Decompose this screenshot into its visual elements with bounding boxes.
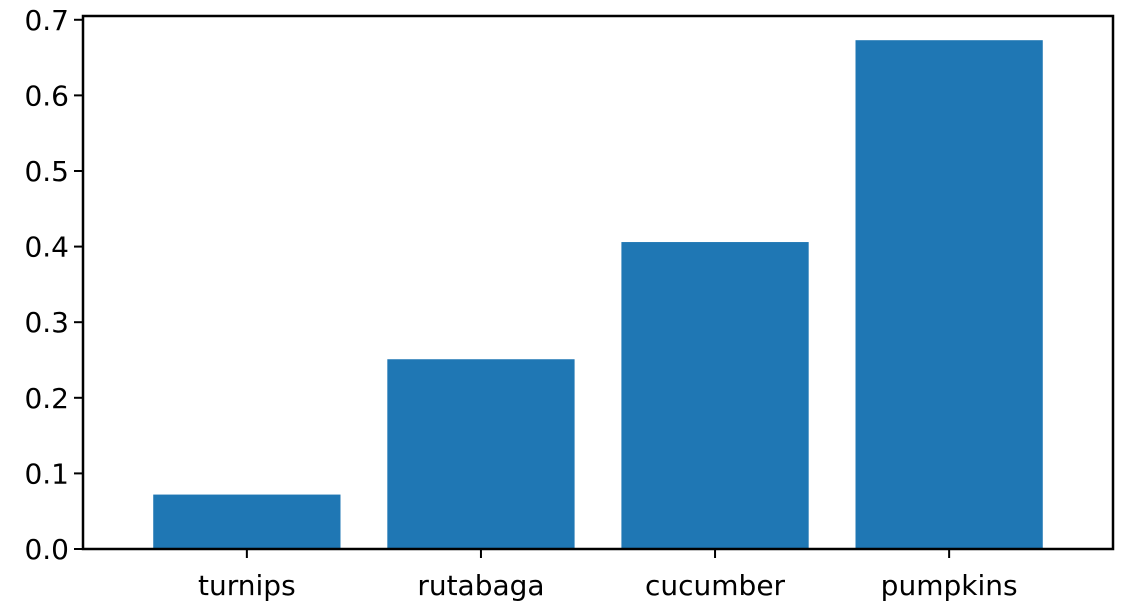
bar-cucumber	[621, 242, 809, 549]
plot-frame	[81, 14, 1115, 551]
y-tick-label: 0.7	[24, 4, 69, 37]
x-tick-label: turnips	[198, 569, 296, 602]
x-tick-label: pumpkins	[881, 569, 1018, 602]
y-tick-label: 0.5	[24, 155, 69, 188]
bar-turnips	[153, 494, 341, 549]
y-tick-label: 0.1	[24, 457, 69, 490]
x-tick-label: cucumber	[645, 569, 786, 602]
bars-layer	[153, 40, 1043, 550]
x-axis: turnips rutabaga cucumber pumpkins	[198, 549, 1018, 602]
x-tick-label: rutabaga	[417, 569, 544, 602]
y-tick-label: 0.4	[24, 231, 69, 264]
y-axis: 0.0 0.1 0.2 0.3 0.4 0.5 0.6 0.7	[24, 4, 83, 566]
bar-pumpkins	[855, 40, 1043, 550]
y-tick-label: 0.0	[24, 533, 69, 566]
y-tick-label: 0.3	[24, 306, 69, 339]
y-tick-label: 0.2	[24, 382, 69, 415]
y-tick-label: 0.6	[24, 79, 69, 112]
bar-rutabaga	[387, 359, 575, 549]
